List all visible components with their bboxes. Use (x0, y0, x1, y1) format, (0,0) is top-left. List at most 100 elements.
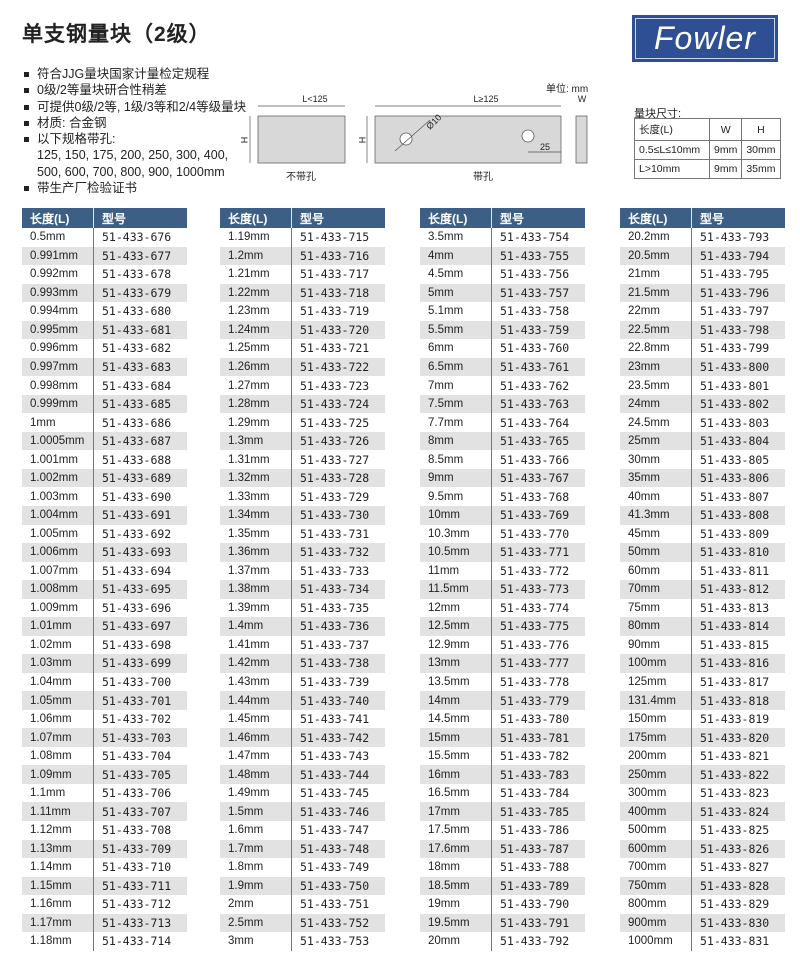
table-row: 8mm 51-433-765 (420, 431, 585, 451)
table-row: 13.5mm 51-433-778 (420, 672, 585, 692)
model-cell: 51-433-805 (691, 450, 785, 469)
model-cell: 51-433-803 (691, 413, 785, 432)
model-cell: 51-433-752 (291, 913, 385, 933)
table-row: 30mm 51-433-805 (620, 450, 785, 469)
model-cell: 51-433-702 (93, 709, 187, 729)
model-cell: 51-433-783 (491, 765, 585, 784)
length-cell: 1.005mm (30, 527, 78, 540)
table-row: 2mm 51-433-751 (220, 895, 385, 914)
model-cell: 51-433-680 (93, 302, 187, 321)
length-cell: 21.5mm (628, 286, 670, 299)
length-cell: 7mm (428, 379, 454, 392)
length-cell: 1.002mm (30, 472, 78, 485)
model-cell: 51-433-689 (93, 468, 187, 488)
left-length-label: L<125 (302, 94, 327, 104)
model-cell: 51-433-759 (491, 320, 585, 340)
table-row: L>10mm 9mm 35mm (634, 159, 781, 179)
table-row: 25mm 51-433-804 (620, 431, 785, 451)
table-row: 1.11mm 51-433-707 (22, 802, 187, 821)
length-cell: 60mm (628, 564, 660, 577)
fowler-logo: Fowler (632, 15, 778, 62)
model-cell: 51-433-721 (291, 339, 385, 358)
length-cell: 21mm (628, 268, 660, 281)
length-cell: 41.3mm (628, 509, 670, 522)
table-row: 1.07mm 51-433-703 (22, 728, 187, 747)
model-cell: 51-433-792 (491, 932, 585, 951)
length-cell: 11mm (428, 564, 460, 577)
table-row: 1.37mm 51-433-733 (220, 561, 385, 581)
table-body: 3.5mm 51-433-754 4mm 51-433-755 4.5mm 51-433-… (420, 228, 585, 951)
length-cell: 1.008mm (30, 583, 78, 596)
length-cell: 22.8mm (628, 342, 670, 355)
feature-item: 可提供0级/2等, 1级/3等和2/4等级量块 (22, 99, 246, 115)
hole-icon (521, 129, 535, 143)
table-row: 11.5mm 51-433-773 (420, 580, 585, 599)
model-cell: 51-433-726 (291, 431, 385, 451)
caption-with-hole: 带孔 (473, 171, 493, 183)
table-row: 15mm 51-433-781 (420, 728, 585, 747)
header-cell: H (741, 118, 781, 141)
table-row: 175mm 51-433-820 (620, 728, 785, 747)
table-row: 150mm 51-433-819 (620, 709, 785, 729)
length-cell: 0.997mm (30, 360, 78, 373)
table-row: 1.0005mm 51-433-687 (22, 431, 187, 451)
model-cell: 51-433-770 (491, 524, 585, 544)
length-cell: 1.2mm (228, 249, 264, 262)
model-cell: 51-433-740 (291, 691, 385, 710)
table-row: 1.12mm 51-433-708 (22, 821, 187, 840)
model-cell: 51-433-797 (691, 302, 785, 321)
length-cell: 131.4mm (628, 694, 676, 707)
feature-item: 以下规格带孔: (22, 131, 246, 147)
length-cell: 1.36mm (228, 546, 270, 559)
length-cell: 1.26mm (228, 360, 270, 373)
header-model: 型号 (93, 208, 187, 228)
model-cell: 51-433-707 (93, 802, 187, 821)
model-cell: 51-433-825 (691, 821, 785, 840)
model-cell: 51-433-686 (93, 413, 187, 432)
table-row: 1.04mm 51-433-700 (22, 672, 187, 692)
table-row: 1.009mm 51-433-696 (22, 598, 187, 618)
table-row: 1.002mm 51-433-689 (22, 468, 187, 488)
table-row: 700mm 51-433-827 (620, 858, 785, 877)
length-cell: 175mm (628, 731, 667, 744)
length-cell: 0.996mm (30, 342, 78, 355)
model-cell: 51-433-704 (93, 746, 187, 766)
table-row: 1.3mm 51-433-726 (220, 431, 385, 451)
length-cell: 300mm (628, 787, 667, 800)
model-cell: 51-433-725 (291, 413, 385, 432)
feature-text: 材质: 合金钢 (37, 115, 107, 130)
right-length-label: L≥125 (474, 94, 499, 104)
model-cell: 51-433-774 (491, 598, 585, 618)
model-table: 长度(L) 型号 3.5mm 51-433-754 4mm 51-433-755 4.5mm… (420, 208, 585, 951)
model-cell: 51-433-703 (93, 728, 187, 747)
length-cell: 1.35mm (228, 527, 270, 540)
model-cell: 51-433-819 (691, 709, 785, 729)
table-row: 1.48mm 51-433-744 (220, 765, 385, 784)
length-cell: 400mm (628, 805, 667, 818)
table-row: 1.39mm 51-433-735 (220, 598, 385, 618)
model-cell: 51-433-676 (93, 228, 187, 247)
model-cell: 51-433-743 (291, 746, 385, 766)
length-cell: 16mm (428, 768, 460, 781)
model-cell: 51-433-692 (93, 524, 187, 544)
length-cell: 1.009mm (30, 601, 78, 614)
table-row: 10.5mm 51-433-771 (420, 543, 585, 562)
length-cell: 3.5mm (428, 231, 464, 244)
model-cell: 51-433-763 (491, 394, 585, 414)
model-cell: 51-433-677 (93, 246, 187, 266)
length-cell: 12.9mm (428, 638, 470, 651)
table-row: 1.09mm 51-433-705 (22, 765, 187, 784)
model-cell: 51-433-705 (93, 765, 187, 784)
table-row: 7mm 51-433-762 (420, 376, 585, 395)
length-cell: 0.991mm (30, 249, 78, 262)
model-cell: 51-433-802 (691, 394, 785, 414)
model-cell: 51-433-814 (691, 617, 785, 636)
table-row: 1.29mm 51-433-725 (220, 413, 385, 432)
model-cell: 51-433-813 (691, 598, 785, 618)
length-cell: 1.8mm (228, 861, 264, 874)
feature-item: 符合JJG量块国家计量检定规程 (22, 66, 246, 82)
model-cell: 51-433-787 (491, 839, 585, 859)
header-length: 长度(L) (428, 211, 468, 226)
length-cell: 15.5mm (428, 750, 470, 763)
length-cell: 500mm (628, 824, 667, 837)
